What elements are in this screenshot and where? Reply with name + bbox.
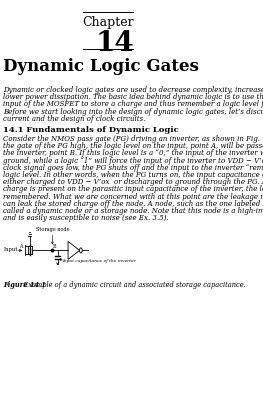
Text: either charged to VDD − V’ox  or discharged to ground through the PG. As long as: either charged to VDD − V’ox or discharg… <box>3 178 263 186</box>
Text: logic level. In other words, when the PG turns on, the input capacitance of the : logic level. In other words, when the PG… <box>3 171 263 179</box>
Text: Before we start looking into the design of dynamic logic gates, let’s discuss le: Before we start looking into the design … <box>3 107 263 115</box>
Text: Storage node: Storage node <box>36 227 69 232</box>
Text: Dynamic Logic Gates: Dynamic Logic Gates <box>3 58 199 75</box>
Text: Consider the NMOS pass gate (PG) driving an inverter, as shown in Fig. 14.1. If : Consider the NMOS pass gate (PG) driving… <box>3 135 263 143</box>
Text: 14: 14 <box>95 30 134 57</box>
Text: called a dynamic node or a storage node. Note that this node is a high-impedance: called a dynamic node or a storage node.… <box>3 207 263 215</box>
Text: Figure 14.1: Figure 14.1 <box>3 281 46 289</box>
Text: current and the design of clock circuits.: current and the design of clock circuits… <box>3 115 146 122</box>
Text: Example of a dynamic circuit and associated storage capacitance.: Example of a dynamic circuit and associa… <box>17 281 245 289</box>
Text: A: A <box>19 244 22 249</box>
Text: charge is present on the parasitic input capacitance of the inverter, the logic : charge is present on the parasitic input… <box>3 185 263 193</box>
Text: remembered. What we are concerned with at this point are the leakage mechanisms : remembered. What we are concerned with a… <box>3 192 263 200</box>
Text: and is easily susceptible to noise (see Ex. 3.5).: and is easily susceptible to noise (see … <box>3 214 169 222</box>
Text: can leak the stored charge off the node. A node, such as the one labeled B in Fi: can leak the stored charge off the node.… <box>3 199 263 207</box>
Text: input of the MOSFET to store a charge and thus remember a logic level for use la: input of the MOSFET to store a charge an… <box>3 100 263 108</box>
Text: the gate of the PG high, the logic level on the input, point A, will be passed t: the gate of the PG high, the logic level… <box>3 142 263 150</box>
Text: ground, while a logic “1” will force the input of the inverter to VDD − V’ox . W: ground, while a logic “1” will force the… <box>3 156 263 164</box>
Text: Input capacitance of the inverter: Input capacitance of the inverter <box>62 259 135 263</box>
Text: Chapter: Chapter <box>82 16 134 29</box>
Text: B: B <box>53 244 56 249</box>
Text: 14.1 Fundamentals of Dynamic Logic: 14.1 Fundamentals of Dynamic Logic <box>3 126 179 134</box>
Text: clock signal goes low, the PG shuts off and the input to the inverter “remembers: clock signal goes low, the PG shuts off … <box>3 163 263 171</box>
Text: Dynamic or clocked logic gates are used to decrease complexity, increase speed, : Dynamic or clocked logic gates are used … <box>3 86 263 94</box>
Text: the inverter, point B. If this logic level is a “0,” the input of the inverter w: the inverter, point B. If this logic lev… <box>3 149 263 157</box>
Text: lower power dissipation. The basic idea behind dynamic logic is to use the capac: lower power dissipation. The basic idea … <box>3 93 263 101</box>
Text: Input: Input <box>4 247 19 252</box>
